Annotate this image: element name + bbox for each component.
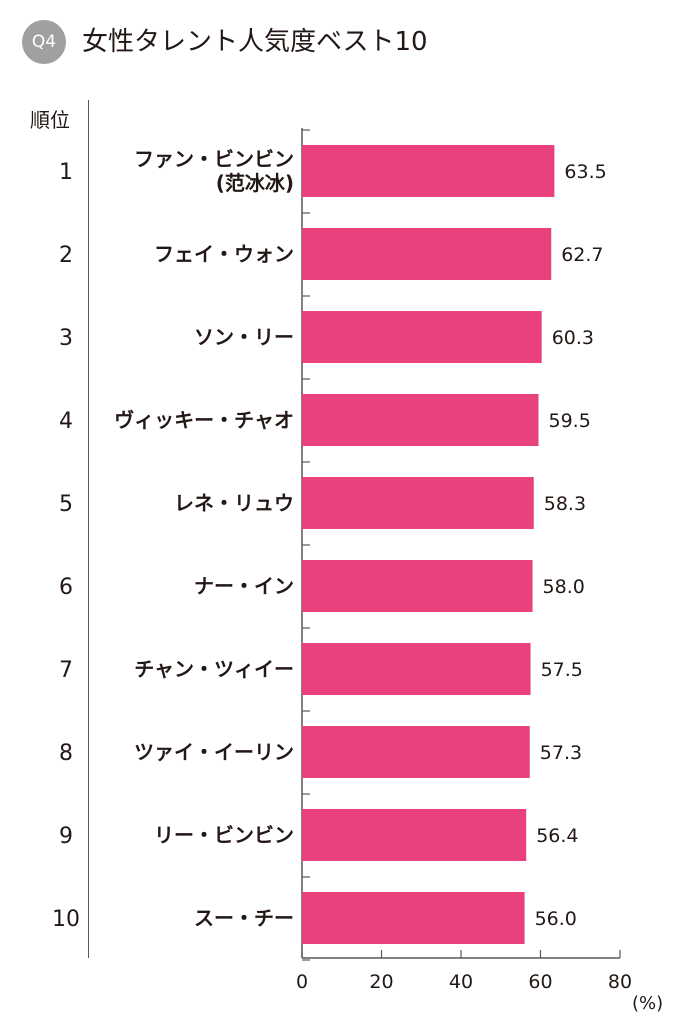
rank-label-1: 1	[59, 160, 73, 185]
value-label-3: 60.3	[552, 327, 594, 349]
bar-8	[302, 726, 530, 778]
value-label-8: 57.3	[540, 742, 582, 764]
bar-4	[302, 394, 539, 446]
rank-label-7: 7	[59, 658, 73, 683]
rank-label-4: 4	[59, 409, 73, 434]
rank-label-8: 8	[59, 741, 73, 766]
category-label-1: ファン・ビンビン	[134, 147, 294, 171]
chart-title: 女性タレント人気度ベスト10	[82, 27, 428, 57]
value-label-1: 63.5	[564, 161, 606, 183]
rank-label-5: 5	[59, 492, 73, 517]
category-label-8: ツァイ・イーリン	[134, 740, 294, 764]
x-tick-label-80: 80	[608, 971, 632, 993]
rank-label-3: 3	[59, 326, 73, 351]
value-label-10: 56.0	[535, 908, 577, 930]
bar-1	[302, 145, 555, 197]
category-label-4: ヴィッキー・チャオ	[114, 408, 294, 432]
category-label-5: レネ・リュウ	[174, 491, 294, 515]
bar-9	[302, 809, 527, 861]
value-label-4: 59.5	[549, 410, 591, 432]
rank-label-10: 10	[52, 907, 80, 932]
rank-label-9: 9	[59, 824, 73, 849]
bar-3	[302, 311, 542, 363]
value-label-6: 58.0	[543, 576, 585, 598]
x-tick-label-60: 60	[528, 971, 552, 993]
category-label-9: リー・ビンビン	[154, 823, 294, 847]
category-label-10: スー・チー	[194, 906, 294, 930]
category-sublabel-1: (范冰冰)	[216, 171, 294, 195]
x-tick-label-20: 20	[369, 971, 393, 993]
bar-2	[302, 228, 552, 280]
bar-5	[302, 477, 534, 529]
value-label-5: 58.3	[544, 493, 586, 515]
x-tick-label-40: 40	[449, 971, 473, 993]
bar-6	[302, 560, 533, 612]
bar-7	[302, 643, 531, 695]
rank-divider	[88, 100, 89, 958]
rank-label-6: 6	[59, 575, 73, 600]
bar-10	[302, 892, 525, 944]
x-axis-unit: (%)	[632, 993, 664, 1014]
question-badge: Q4	[22, 20, 66, 64]
rank-label-2: 2	[59, 243, 73, 268]
value-label-7: 57.5	[541, 659, 583, 681]
rank-column-header: 順位	[30, 108, 70, 132]
category-label-3: ソン・リー	[194, 325, 294, 349]
x-tick-label-0: 0	[296, 971, 308, 993]
category-label-7: チャン・ツィイー	[134, 657, 294, 681]
category-label-2: フェイ・ウォン	[154, 242, 294, 266]
value-label-2: 62.7	[561, 244, 603, 266]
category-label-6: ナー・イン	[194, 574, 294, 598]
value-label-9: 56.4	[536, 825, 578, 847]
